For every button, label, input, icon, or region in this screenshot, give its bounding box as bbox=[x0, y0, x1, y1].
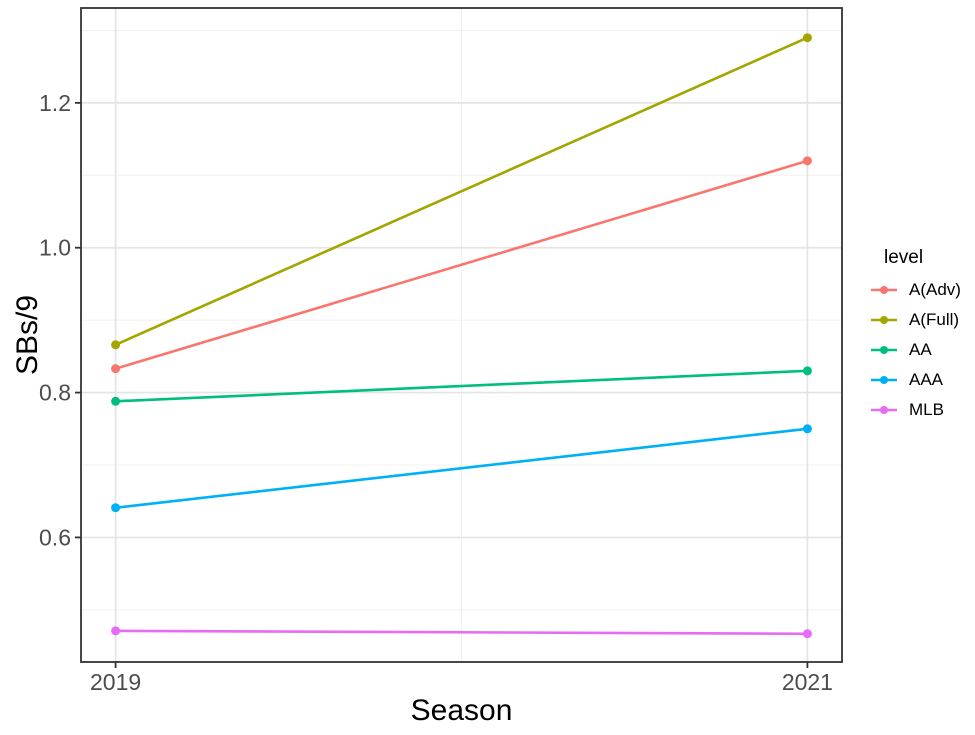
legend-key-icon bbox=[871, 316, 897, 324]
data-point bbox=[802, 156, 812, 166]
data-point bbox=[802, 33, 812, 43]
data-point bbox=[802, 629, 812, 639]
series-line-a-adv- bbox=[115, 159, 808, 370]
series-line-aa bbox=[115, 369, 808, 403]
series-line-a-full- bbox=[115, 36, 808, 346]
x-tick-label: 2021 bbox=[782, 669, 833, 695]
data-point bbox=[111, 626, 121, 636]
legend-entry: AAA bbox=[870, 365, 961, 395]
series-line-mlb bbox=[115, 629, 808, 636]
y-tick-label: 1.0 bbox=[39, 235, 71, 261]
data-point bbox=[111, 364, 121, 374]
legend-title: level bbox=[884, 247, 924, 268]
y-tick-label: 0.8 bbox=[39, 380, 71, 406]
legend-key-icon bbox=[871, 286, 897, 294]
legend-key-icon bbox=[871, 346, 897, 354]
legend: level A(Adv) A(Full) AA AAA MLB bbox=[870, 246, 961, 425]
x-tick-label: 2019 bbox=[90, 669, 141, 695]
series-line-aaa bbox=[115, 427, 808, 510]
data-point bbox=[111, 503, 121, 513]
legend-entry: A(Full) bbox=[870, 305, 961, 335]
data-point bbox=[111, 340, 121, 350]
legend-entry: A(Adv) bbox=[870, 275, 961, 305]
legend-entry: AA bbox=[870, 335, 961, 365]
legend-key-icon bbox=[871, 376, 897, 384]
legend-entry-label: AAA bbox=[909, 370, 944, 389]
legend-entry-label: A(Adv) bbox=[909, 280, 961, 299]
legend-entries: A(Adv) A(Full) AA AAA MLB bbox=[870, 275, 961, 425]
legend-entry-label: A(Full) bbox=[909, 310, 960, 329]
panel-border bbox=[80, 7, 843, 663]
data-point bbox=[802, 424, 812, 434]
legend-entry: MLB bbox=[870, 395, 961, 425]
legend-entry-label: AA bbox=[909, 340, 932, 359]
y-tick-label: 0.6 bbox=[39, 524, 71, 550]
data-point bbox=[111, 396, 121, 406]
y-tick-label: 1.2 bbox=[39, 90, 71, 116]
y-axis-title: SBs/9 bbox=[11, 294, 44, 376]
data-point bbox=[802, 366, 812, 376]
legend-key-icon bbox=[871, 406, 897, 414]
x-axis-title: Season bbox=[410, 694, 513, 727]
legend-entry-label: MLB bbox=[909, 400, 944, 419]
